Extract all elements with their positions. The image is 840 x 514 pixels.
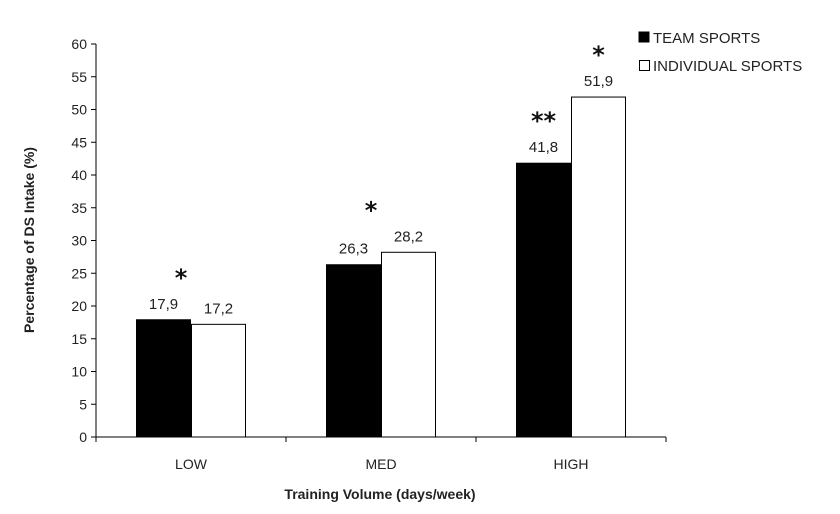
y-axis: 0 5 10 15 20 25 30 35 40 45 50 55 60 (71, 36, 97, 445)
y-tick-label: 5 (79, 396, 87, 412)
legend-label-team-sports: TEAM SPORTS (653, 30, 760, 47)
significance-marker-med-1: * (365, 196, 378, 224)
data-label-team-sports-high: 41,8 (529, 139, 558, 156)
significance-annotations: ***** (175, 41, 606, 292)
legend-swatch-team-sports (638, 31, 650, 43)
bars (136, 96, 626, 438)
y-tick-label: 50 (71, 102, 87, 118)
bar-team-sports-high (516, 162, 571, 438)
data-labels: 17,9 17,2 26,3 28,2 41,8 51,9 (149, 73, 613, 317)
bar-individual-sports-low (191, 323, 246, 438)
bar-individual-sports-high (571, 96, 626, 438)
bar-team-sports-low (136, 319, 191, 438)
data-label-individual-sports-med: 28,2 (394, 228, 423, 245)
legend-swatch-individual-sports (639, 60, 650, 71)
x-tick-label-high: HIGH (554, 456, 589, 472)
data-label-individual-sports-low: 17,2 (204, 300, 233, 317)
y-tick-label: 15 (71, 331, 87, 347)
y-tick-label: 55 (71, 69, 87, 85)
x-axis-title: Training Volume (days/week) (284, 486, 475, 502)
data-label-team-sports-low: 17,9 (149, 296, 178, 313)
x-tick-label-low: LOW (175, 456, 208, 472)
y-tick-label: 10 (71, 364, 87, 380)
y-tick-label: 20 (71, 298, 87, 314)
y-axis-title: Percentage of DS Intake (%) (21, 147, 37, 333)
data-label-team-sports-med: 26,3 (339, 241, 368, 258)
y-tick-label: 40 (71, 167, 87, 183)
y-tick-label: 35 (71, 200, 87, 216)
significance-marker-high-2: ** (531, 107, 557, 135)
bar-team-sports-med (326, 264, 381, 438)
significance-marker-low-0: * (175, 264, 188, 292)
y-tick-label: 30 (71, 233, 87, 249)
legend-label-individual-sports: INDIVIDUAL SPORTS (653, 58, 802, 75)
x-axis: LOW MED HIGH (95, 436, 667, 472)
y-tick-label: 0 (79, 429, 87, 445)
bar-individual-sports-med (381, 251, 436, 438)
y-tick-label: 25 (71, 265, 87, 281)
y-tick-label: 45 (71, 134, 87, 150)
data-label-individual-sports-high: 51,9 (584, 73, 613, 90)
x-tick-label-med: MED (365, 456, 396, 472)
legend: TEAM SPORTS INDIVIDUAL SPORTS (638, 30, 802, 75)
significance-marker-high-3: * (592, 41, 605, 69)
y-tick-label: 60 (71, 36, 87, 52)
